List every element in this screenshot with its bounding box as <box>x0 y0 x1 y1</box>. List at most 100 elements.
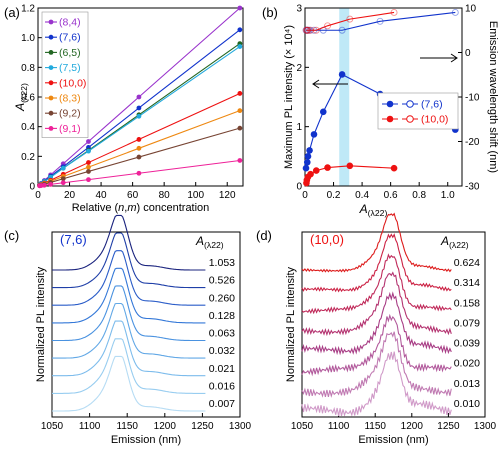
y-tick-label-a-6: 1.2 <box>21 4 35 15</box>
point-b-0-2 <box>304 153 312 160</box>
point-b-1-7 <box>390 164 398 172</box>
spectrum-label-d-2: 0.158 <box>454 297 480 309</box>
point-a-6-7 <box>237 125 243 131</box>
y-tick-label-a-4: 0.8 <box>21 63 35 74</box>
legend-label-a-6: (9,2) <box>59 108 81 120</box>
spectrum-c-1 <box>52 232 206 289</box>
point-a-3-7 <box>237 44 243 49</box>
legend-marker-a-4 <box>48 80 54 86</box>
legend-label-a-4: (10,0) <box>59 77 86 89</box>
panel-b: (b) 0 0.2 0.4 0.6 0.8 1.0 0 1 2 3 -30 -20 -10 0 10 A(λ22… <box>262 4 499 219</box>
x-tick-label-d-0: 1050 <box>291 421 314 432</box>
point-a-6-5 <box>86 169 91 174</box>
x-tick-label-d-1: 1100 <box>328 421 350 432</box>
spectrum-label-c-7: 0.016 <box>209 380 235 392</box>
spectrum-label-c-8: 0.007 <box>209 398 235 410</box>
spectrum-d-0 <box>301 212 452 273</box>
legend-marker-a-2 <box>48 50 54 55</box>
point-b-0-3 <box>306 147 313 154</box>
point-b-1-6 <box>346 162 354 170</box>
point-b-2-7 <box>376 17 384 25</box>
legend-label-b-1: (10,0) <box>421 114 448 126</box>
spectrum-label-c-5: 0.032 <box>209 345 235 357</box>
panel-label-a: (a) <box>4 5 20 20</box>
legend-label-a-1: (7,6) <box>59 32 81 44</box>
point-a-5-6 <box>136 145 142 151</box>
point-b-3-4 <box>312 26 320 34</box>
series-line-b-2 <box>305 11 456 31</box>
point-b-1-4 <box>312 167 320 174</box>
point-a-6-4 <box>60 176 66 182</box>
spectrum-c-8 <box>52 355 206 412</box>
x-tick-label-b-5: 1.0 <box>441 190 455 201</box>
spectrum-label-c-2: 0.260 <box>209 292 235 304</box>
y-tick-label-a-2: 0.4 <box>21 122 35 133</box>
x-tick-label-c-4: 1250 <box>191 421 214 432</box>
legend-marker-a-7 <box>48 125 54 131</box>
legend-label-a-3: (7,5) <box>59 62 81 74</box>
point-a-6-6 <box>136 154 142 160</box>
arrow-right-b-head <box>450 53 458 63</box>
point-a-1-7 <box>237 27 243 33</box>
arrow-left-b-head <box>312 79 320 89</box>
y2-tick-label-b-4: 10 <box>465 4 477 15</box>
x-axis-label-b: A(λ22) <box>359 202 388 218</box>
spectrum-d-3 <box>301 271 452 337</box>
spectrum-label-d-5: 0.020 <box>454 358 480 370</box>
x-tick-label-a-0: 0 <box>35 190 41 201</box>
x-tick-label-a-5: 100 <box>187 190 204 201</box>
x-tick-label-a-6: 120 <box>219 190 236 201</box>
y-axis-label-a: A(λ22) <box>13 83 29 112</box>
y-axis-label-d: Normalized PL intensity <box>285 266 297 382</box>
x-tick-label-d-2: 1150 <box>364 421 386 432</box>
point-a-4-6 <box>136 137 142 142</box>
spectrum-d-2 <box>301 253 452 315</box>
legend-title-d: A(λ22) <box>440 234 469 250</box>
x-tick-label-a-2: 40 <box>96 190 108 201</box>
spectrum-label-c-6: 0.021 <box>209 363 235 375</box>
spectrum-c-2 <box>52 250 206 306</box>
panel-d: (d) 1050 1100 1150 1200 1250 1300 Emission (nm)… <box>256 212 497 446</box>
x-tick-label-c-1: 1100 <box>79 421 101 432</box>
point-b-1-3 <box>307 170 314 178</box>
legend-box-a <box>41 11 89 138</box>
y2-tick-label-b-2: -10 <box>465 93 480 104</box>
x-tick-label-d-4: 1250 <box>437 421 460 432</box>
series-line-b-3 <box>306 11 395 31</box>
point-b-3-2 <box>304 26 312 34</box>
y-tick-label-a-0: 0 <box>29 182 35 193</box>
point-b-0-5 <box>319 108 327 116</box>
legend-label-a-7: (9,1) <box>59 123 81 135</box>
point-b-2-8 <box>451 8 459 16</box>
point-a-3-4 <box>60 165 66 171</box>
x-tick-label-a-4: 80 <box>159 190 171 201</box>
legend-marker-a-0 <box>48 19 54 25</box>
x-tick-label-c-5: 1300 <box>229 421 252 432</box>
point-b-3-6 <box>346 15 354 23</box>
spectrum-c-3 <box>52 267 206 324</box>
point-a-7-2 <box>41 182 47 188</box>
spectrum-d-4 <box>301 291 452 356</box>
point-a-0-5 <box>86 139 91 144</box>
spectrum-d-6 <box>301 331 452 398</box>
spectrum-c-6 <box>52 320 206 377</box>
legend-marker-open-b-1 <box>406 115 414 123</box>
spectrum-label-d-6: 0.013 <box>454 378 480 390</box>
point-b-1-5 <box>324 164 331 171</box>
x-tick-label-c-3: 1200 <box>154 421 177 432</box>
point-a-4-5 <box>86 160 91 165</box>
panel-c: (c) 1050 1100 1150 1200 1250 1300 Emission (nm)… <box>4 214 252 446</box>
point-a-5-5 <box>86 164 91 170</box>
point-b-3-5 <box>324 22 332 30</box>
y2-axis-label-b: Emission wavelength shift (nm) <box>487 21 499 173</box>
panel-label-d: (d) <box>256 228 272 243</box>
plot-frame-c <box>51 231 241 418</box>
x-tick-label-d-3: 1200 <box>401 421 424 432</box>
x-tick-label-b-1: 0.2 <box>327 190 341 201</box>
point-b-3-0 <box>302 26 310 34</box>
spectrum-label-d-3: 0.079 <box>454 317 480 329</box>
spectrum-c-4 <box>52 285 206 342</box>
y-axis-label-b: Maximum PL intensity (× 10⁴) <box>283 25 295 169</box>
point-b-3-7 <box>390 8 398 16</box>
spectrum-c-0 <box>52 214 206 271</box>
